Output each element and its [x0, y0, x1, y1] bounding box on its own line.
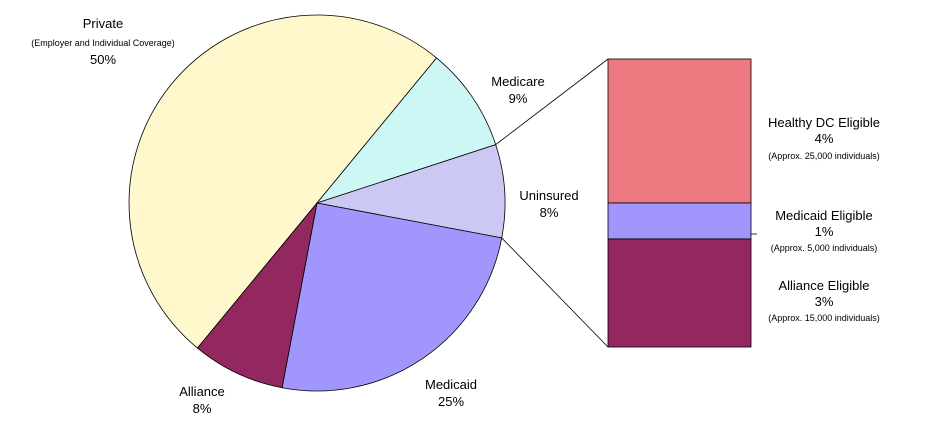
bar-segment-medicaid-eligible [607, 202, 752, 240]
label-medicaid-eligible: Medicaid Eligible 1% (Approx. 5,000 indi… [771, 208, 878, 253]
label-alliance-eligible-name: Alliance Eligible [778, 278, 869, 293]
label-medicaid: Medicaid 25% [425, 377, 477, 409]
label-healthy-dc-name: Healthy DC Eligible [768, 115, 880, 130]
label-medicaid-eligible-name: Medicaid Eligible [775, 208, 873, 223]
pie-slice-medicare [315, 57, 497, 204]
label-healthy-dc-note: (Approx. 25,000 individuals) [768, 151, 880, 161]
label-medicaid-eligible-note: (Approx. 5,000 individuals) [771, 243, 878, 253]
label-medicare-pct: 9% [509, 91, 528, 106]
label-medicare: Medicare 9% [491, 74, 544, 106]
connector-line-bottom [501, 237, 609, 348]
label-private-pct: 50% [90, 52, 116, 67]
label-uninsured: Uninsured 8% [519, 188, 578, 220]
connector-lines-group [495, 58, 609, 348]
pie-slices-group [128, 14, 506, 392]
label-uninsured-name: Uninsured [519, 188, 578, 203]
pie-slice-medicaid [281, 202, 503, 392]
label-alliance-eligible-note: (Approx. 15,000 individuals) [768, 313, 880, 323]
pie-slice-uninsured [316, 144, 506, 239]
label-medicaid-pct: 25% [438, 394, 464, 409]
label-private-sub: (Employer and Individual Coverage) [31, 38, 175, 48]
pie-slice-alliance [196, 202, 318, 389]
label-private: Private (Employer and Individual Coverag… [31, 16, 175, 67]
label-alliance-name: Alliance [179, 384, 225, 399]
label-healthy-dc-pct: 4% [815, 131, 834, 146]
bar-segment-alliance-eligible [607, 238, 752, 348]
label-healthy-dc-eligible: Healthy DC Eligible 4% (Approx. 25,000 i… [768, 115, 880, 161]
label-private-name: Private [83, 16, 123, 31]
label-alliance: Alliance 8% [179, 384, 225, 416]
label-alliance-eligible-pct: 3% [815, 294, 834, 309]
label-uninsured-pct: 8% [540, 205, 559, 220]
label-medicaid-eligible-pct: 1% [815, 224, 834, 239]
breakdown-bar-group [607, 58, 752, 348]
label-medicaid-name: Medicaid [425, 377, 477, 392]
label-medicare-name: Medicare [491, 74, 544, 89]
connector-line-top [495, 58, 609, 145]
label-alliance-pct: 8% [193, 401, 212, 416]
pie-slice-private [128, 14, 438, 349]
bar-segment-healthy-dc-eligible [607, 58, 752, 204]
label-alliance-eligible: Alliance Eligible 3% (Approx. 15,000 ind… [768, 278, 880, 323]
